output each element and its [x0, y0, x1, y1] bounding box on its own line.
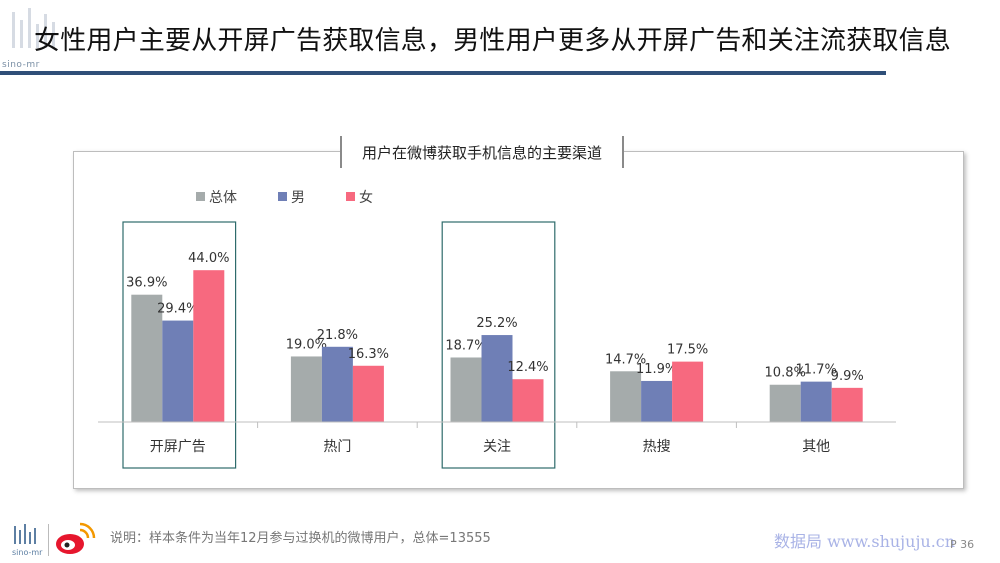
bar-category-2-series-2 [512, 379, 544, 422]
data-label-category-3-series-0: 14.7% [605, 352, 646, 367]
data-label-category-0-series-1: 29.4% [157, 302, 198, 317]
weibo-icon [56, 522, 96, 554]
data-label-category-2-series-0: 18.7% [445, 338, 486, 353]
highlight-box-category-2 [441, 221, 556, 469]
x-tick-label-category-1: 热门 [323, 439, 351, 455]
logo-mark-icon [12, 8, 55, 48]
data-label-category-1-series-1: 21.8% [317, 328, 358, 343]
data-label-category-0-series-0: 36.9% [126, 276, 167, 291]
bar-category-4-series-2 [831, 387, 863, 422]
title-divider [0, 71, 886, 75]
bar-category-3-series-2 [672, 361, 704, 422]
data-label-category-1-series-2: 16.3% [348, 347, 389, 362]
legend-label-total: 总体 [209, 190, 237, 206]
bar-category-1-series-1 [321, 346, 353, 422]
data-label-category-2-series-1: 25.2% [476, 316, 517, 331]
data-label-category-3-series-1: 11.9% [636, 362, 677, 377]
bar-category-2-series-0 [450, 357, 482, 422]
data-label-category-3-series-2: 17.5% [667, 343, 708, 358]
page-number: P 36 [950, 538, 975, 551]
legend-label-female: 女 [359, 190, 373, 206]
watermark: 数据局 www.shujuju.cn [774, 532, 956, 551]
x-tick-label-category-2: 关注 [483, 439, 511, 455]
legend-swatch-total [196, 192, 205, 201]
bar-category-0-series-1 [162, 320, 194, 422]
svg-text:sino-mr: sino-mr [12, 548, 43, 557]
footer-logos: sino-mr [12, 522, 96, 557]
data-label-category-2-series-2: 12.4% [507, 360, 548, 375]
page-title: 女性用户主要从开屏广告获取信息，男性用户更多从开屏广告和关注流获取信息 [34, 26, 952, 56]
legend-item-female: 女 [346, 187, 373, 207]
sino-mr-logo: sino-mr [2, 4, 72, 76]
bar-category-3-series-1 [641, 380, 673, 422]
x-tick-label-category-4: 其他 [802, 439, 830, 455]
legend-swatch-male [278, 192, 287, 201]
bar-category-3-series-0 [610, 371, 642, 422]
bar-category-2-series-1 [481, 335, 513, 422]
legend-swatch-female [346, 192, 355, 201]
legend-label-male: 男 [291, 190, 305, 206]
legend-item-total: 总体 [196, 187, 237, 207]
x-tick-label-category-3: 热搜 [643, 439, 671, 455]
sino-mr-small-icon: sino-mr [12, 524, 43, 557]
x-tick-label-category-0: 开屏广告 [150, 439, 206, 455]
footnote: 说明：样本条件为当年12月参与过换机的微博用户，总体=13555 [110, 531, 491, 546]
logo-text: sino-mr [2, 60, 40, 70]
data-label-category-1-series-0: 19.0% [286, 337, 327, 352]
legend-item-male: 男 [278, 187, 305, 207]
data-label-category-4-series-1: 11.7% [796, 363, 837, 378]
bar-category-1-series-0 [290, 356, 322, 422]
data-label-category-4-series-0: 10.8% [765, 366, 806, 381]
bar-category-0-series-0 [131, 294, 163, 422]
data-label-category-0-series-2: 44.0% [188, 251, 229, 266]
bar-category-4-series-0 [769, 384, 801, 422]
bar-category-0-series-2 [193, 270, 225, 422]
highlight-box-category-0 [122, 221, 237, 469]
bar-category-1-series-2 [352, 365, 384, 422]
chart-title: 用户在微博获取手机信息的主要渠道 [361, 144, 602, 162]
data-label-category-4-series-2: 9.9% [831, 369, 864, 384]
chart-title-box: 用户在微博获取手机信息的主要渠道 [340, 136, 624, 168]
bar-category-4-series-1 [800, 381, 832, 422]
